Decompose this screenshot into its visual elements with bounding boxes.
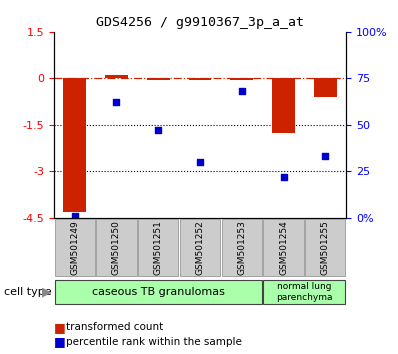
Text: percentile rank within the sample: percentile rank within the sample xyxy=(66,337,242,347)
Text: normal lung
parenchyma: normal lung parenchyma xyxy=(276,282,333,302)
Text: GSM501255: GSM501255 xyxy=(321,220,330,275)
Point xyxy=(155,127,162,133)
Text: GSM501251: GSM501251 xyxy=(154,220,163,275)
Text: caseous TB granulomas: caseous TB granulomas xyxy=(92,287,224,297)
Bar xyxy=(230,78,253,80)
Point xyxy=(238,88,245,94)
Bar xyxy=(189,78,211,80)
Text: GSM501253: GSM501253 xyxy=(237,220,246,275)
Text: cell type: cell type xyxy=(4,287,52,297)
Point xyxy=(72,213,78,219)
Bar xyxy=(63,78,86,211)
Bar xyxy=(272,78,295,132)
Point xyxy=(197,159,203,165)
Text: GSM501249: GSM501249 xyxy=(70,221,79,275)
Text: transformed count: transformed count xyxy=(66,322,163,332)
Bar xyxy=(314,78,337,97)
Text: GSM501254: GSM501254 xyxy=(279,221,288,275)
Bar xyxy=(105,75,128,78)
Title: GDS4256 / g9910367_3p_a_at: GDS4256 / g9910367_3p_a_at xyxy=(96,16,304,29)
Point xyxy=(322,154,328,159)
Text: GSM501252: GSM501252 xyxy=(195,221,205,275)
Bar xyxy=(147,78,170,80)
Text: GSM501250: GSM501250 xyxy=(112,220,121,275)
Point xyxy=(113,100,119,105)
Text: ■: ■ xyxy=(54,335,66,348)
Text: ▶: ▶ xyxy=(42,286,51,298)
Text: ■: ■ xyxy=(54,321,66,334)
Point xyxy=(280,174,287,179)
